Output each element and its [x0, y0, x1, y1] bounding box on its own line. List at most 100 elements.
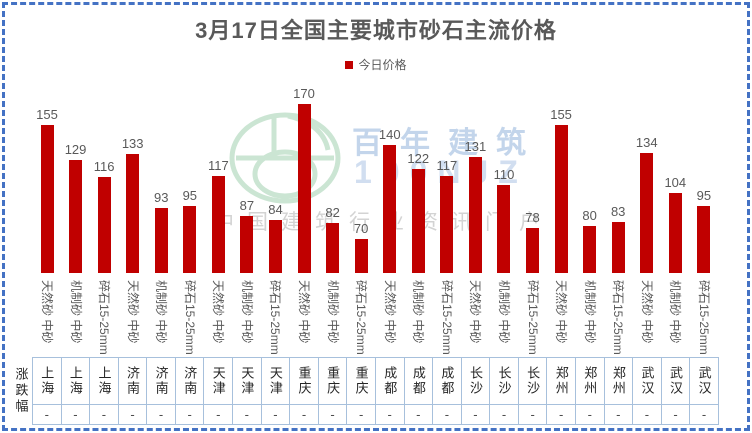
table-column: 长沙 -: [490, 358, 519, 424]
table-change-cell: -: [587, 407, 592, 422]
table-column: 天津 -: [204, 358, 234, 424]
table-column: 重庆 -: [347, 358, 376, 424]
x-axis-category-label: 机制砂 中砂: [411, 280, 426, 344]
x-axis-category-label: 机制砂 中砂: [68, 280, 83, 344]
x-axis-category-label: 天然砂 中砂: [382, 280, 397, 344]
bar-value-label: 84: [268, 202, 283, 218]
table-change-cell: -: [473, 407, 478, 422]
table-change-cell: -: [44, 407, 49, 422]
x-axis-category-label: 碎石15-25mm: [97, 280, 112, 355]
table-change-cell: -: [330, 407, 335, 422]
table-row-header: 涨跌幅: [13, 367, 29, 415]
table-city-cell: 天津: [261, 358, 290, 405]
price-bar: [411, 169, 425, 273]
table-city-cell: 重庆: [290, 358, 318, 405]
x-axis-category-label: 碎石15-25mm: [182, 280, 197, 355]
table-city-cell: 郑州: [547, 358, 575, 405]
x-axis-category-label: 机制砂 中砂: [582, 280, 597, 344]
x-axis-category-label: 天然砂 中砂: [211, 280, 226, 344]
table-column: 成都 -: [433, 358, 462, 424]
table-column: 武汉 -: [661, 358, 691, 424]
bar-value-label: 155: [550, 106, 572, 122]
bar-value-label: 82: [325, 205, 340, 221]
chart-legend: 今日价格: [0, 56, 752, 73]
bar-value-label: 104: [664, 175, 687, 191]
x-axis-category-label: 天然砂 中砂: [125, 280, 140, 344]
price-bar: [554, 124, 568, 273]
table-city-cell: 济南: [147, 358, 175, 405]
price-bar: [183, 205, 197, 273]
table-change-cell: -: [158, 407, 164, 422]
x-axis-category-label: 天然砂 中砂: [554, 280, 569, 344]
bar-value-label: 116: [93, 159, 115, 175]
table-city-cell: 重庆: [318, 358, 347, 405]
table-column: 重庆 -: [290, 358, 319, 424]
table-change-cell: -: [244, 407, 249, 422]
x-axis-category-label: 天然砂 中砂: [40, 280, 54, 344]
table-city-cell: 济南: [175, 358, 204, 405]
table-city-cell: 天津: [204, 358, 233, 405]
table-column: 郑州 -: [575, 358, 605, 424]
table-city-cell: 重庆: [347, 358, 375, 405]
bar-value-label: 155: [36, 106, 58, 122]
x-axis-category-label: 天然砂 中砂: [639, 280, 654, 344]
price-bar: [240, 216, 254, 273]
table-column: 天津 -: [233, 358, 262, 424]
table-city-cell: 武汉: [690, 358, 718, 405]
bar-value-label: 170: [293, 86, 315, 102]
bar-value-label: 117: [207, 157, 229, 173]
price-table: 上海 - 上海 - 上海 - 济南 - 济南 - 济南 - 天津 - 天津 - 天津 - 重庆 - 重庆 - 重庆 - 成都 - 成…: [32, 357, 719, 425]
bar-value-label: 134: [635, 134, 658, 150]
table-change-cell: -: [273, 407, 278, 422]
table-city-cell: 上海: [90, 358, 118, 405]
table-city-cell: 武汉: [661, 358, 690, 405]
bar-value-label: 95: [182, 187, 198, 203]
x-axis-category-label: 碎石15-25mm: [525, 280, 540, 355]
price-bar: [354, 239, 368, 273]
table-city-cell: 郑州: [575, 358, 604, 405]
bar-value-label: 131: [464, 138, 487, 154]
table-change-cell: -: [530, 407, 535, 422]
price-bar: [154, 208, 168, 273]
bar-value-label: 70: [353, 221, 369, 237]
table-column: 天津 -: [261, 358, 291, 424]
table-change-cell: -: [216, 407, 221, 422]
table-change-cell: -: [416, 407, 421, 422]
price-bar: [611, 221, 625, 273]
price-bar: [668, 193, 682, 273]
table-change-cell: -: [130, 407, 135, 422]
x-axis-category-label: 天然砂 中砂: [468, 280, 483, 344]
x-axis-category-label: 碎石15-25mm: [696, 280, 711, 355]
price-bar: [97, 177, 111, 273]
table-change-cell: -: [101, 407, 107, 422]
table-change-cell: -: [559, 407, 564, 422]
price-bar: [69, 159, 83, 273]
table-change-cell: -: [301, 407, 307, 422]
bar-value-label: 78: [525, 210, 540, 226]
x-axis-category-label: 碎石15-25mm: [439, 280, 454, 355]
price-bar: [497, 185, 511, 273]
table-change-cell: -: [358, 407, 364, 422]
bar-value-label: 140: [378, 126, 401, 142]
price-bar: [211, 175, 225, 273]
bar-value-label: 133: [121, 136, 144, 152]
price-bar: [126, 154, 140, 273]
bar-value-label: 122: [407, 151, 430, 167]
table-city-cell: 长沙: [518, 358, 547, 405]
price-bar: [440, 175, 454, 273]
table-column: 成都 -: [375, 358, 405, 424]
table-city-cell: 成都: [404, 358, 433, 405]
table-column: 郑州 -: [604, 358, 634, 424]
table-change-cell: -: [673, 407, 678, 422]
table-change-cell: -: [701, 407, 707, 422]
x-axis-category-label: 碎石15-25mm: [354, 280, 369, 355]
price-bar: [583, 225, 597, 273]
x-axis-category-label: 机制砂 中砂: [239, 280, 254, 344]
table-column: 济南 -: [147, 358, 176, 424]
table-column: 武汉 -: [690, 358, 718, 424]
price-bar: [468, 156, 482, 273]
bar-value-label: 129: [64, 141, 87, 157]
table-city-cell: 上海: [61, 358, 90, 405]
table-column: 武汉 -: [633, 358, 662, 424]
